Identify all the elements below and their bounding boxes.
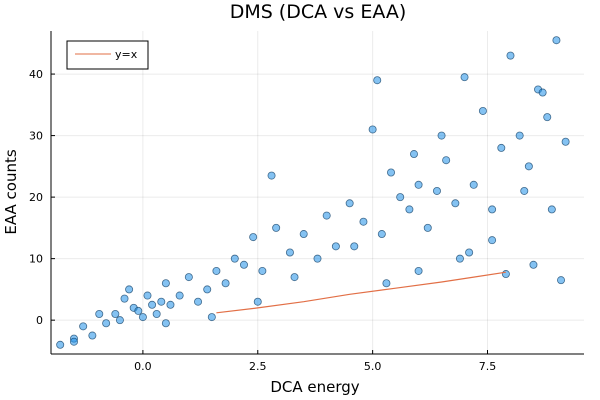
- legend-box: [66, 40, 149, 70]
- scatter-point: [557, 276, 566, 285]
- scatter-point: [290, 273, 299, 282]
- scatter-point: [460, 73, 469, 82]
- scatter-point: [69, 337, 78, 346]
- scatter-point: [249, 233, 258, 242]
- scatter-point: [322, 211, 331, 220]
- scatter-point: [194, 297, 203, 306]
- scatter-point: [345, 199, 354, 208]
- scatter-point: [267, 171, 276, 180]
- scatter-point: [561, 137, 570, 146]
- scatter-point: [478, 106, 487, 115]
- scatter-point: [203, 285, 212, 294]
- y-tick-label: 40: [29, 68, 43, 81]
- scatter-point: [387, 168, 396, 177]
- tick-labels: 0.0 2.5 5.0 7.5 0 10 20 30 40: [29, 68, 496, 373]
- scatter-point: [152, 310, 161, 319]
- scatter-point: [272, 223, 281, 232]
- scatter-point: [175, 291, 184, 300]
- scatter-point: [529, 260, 538, 269]
- scatter-point: [285, 248, 294, 257]
- scatter-point: [497, 143, 506, 152]
- scatter-point: [465, 248, 474, 257]
- scatter-point: [373, 76, 382, 85]
- scatter-point: [161, 279, 170, 288]
- scatter-point: [79, 322, 88, 331]
- scatter-point: [409, 150, 418, 159]
- scatter-point: [501, 270, 510, 279]
- grid: [51, 31, 584, 354]
- scatter-point: [166, 300, 175, 309]
- scatter-point: [95, 310, 104, 319]
- scatter-point: [359, 217, 368, 226]
- scatter-point: [331, 242, 340, 251]
- scatter-point: [506, 51, 515, 60]
- scatter-point: [377, 230, 386, 239]
- scatter-point: [134, 306, 143, 315]
- axes: [50, 31, 584, 355]
- y-tick-label: 0: [36, 314, 43, 327]
- scatter-point: [405, 205, 414, 214]
- scatter-point: [56, 340, 65, 349]
- scatter-point: [102, 319, 111, 328]
- scatter-point: [212, 266, 221, 275]
- scatter-point: [423, 223, 432, 232]
- scatter-point: [442, 156, 451, 165]
- scatter-point: [148, 300, 157, 309]
- scatter-point: [161, 319, 170, 328]
- scatter-point: [138, 313, 147, 322]
- scatter-point: [488, 205, 497, 214]
- scatter-point: [414, 266, 423, 275]
- scatter-point: [258, 266, 267, 275]
- legend-label: y=x: [115, 48, 138, 61]
- scatter-point: [88, 331, 97, 340]
- scatter-point: [115, 316, 124, 325]
- scatter-point: [143, 291, 152, 300]
- scatter-point: [184, 273, 193, 282]
- scatter-point: [414, 180, 423, 189]
- y-axis-label: EAA counts: [2, 149, 20, 235]
- x-tick-label: 5.0: [364, 360, 382, 373]
- x-tick-label: 0.0: [134, 360, 152, 373]
- scatter-points: [56, 36, 570, 349]
- chart-title: DMS (DCA vs EAA): [230, 1, 407, 23]
- legend: y=x: [66, 40, 149, 70]
- scatter-point: [350, 242, 359, 251]
- scatter-point: [207, 313, 216, 322]
- scatter-point: [543, 113, 552, 122]
- y-tick-label: 10: [29, 253, 43, 266]
- scatter-point: [520, 186, 529, 195]
- scatter-point: [488, 236, 497, 245]
- scatter-point: [396, 193, 405, 202]
- x-tick-label: 7.5: [479, 360, 497, 373]
- scatter-point: [157, 297, 166, 306]
- scatter-point: [451, 199, 460, 208]
- scatter-point: [552, 36, 561, 45]
- scatter-point: [111, 310, 120, 319]
- scatter-point: [538, 88, 547, 97]
- scatter-point: [299, 230, 308, 239]
- scatter-point: [382, 279, 391, 288]
- scatter-point: [432, 186, 441, 195]
- reference-line-y-equals-x: [216, 271, 506, 314]
- reference-line-layer: [216, 271, 506, 314]
- scatter-point: [120, 294, 129, 303]
- scatter-point: [230, 254, 239, 263]
- scatter-point: [125, 285, 134, 294]
- scatter-point: [469, 180, 478, 189]
- scatter-point: [253, 297, 262, 306]
- scatter-point: [515, 131, 524, 140]
- scatter-point: [524, 162, 533, 171]
- x-axis-label: DCA energy: [270, 378, 359, 396]
- scatter-point: [368, 125, 377, 134]
- y-tick-label: 20: [29, 191, 43, 204]
- scatter-point: [239, 260, 248, 269]
- x-tick-label: 2.5: [249, 360, 267, 373]
- scatter-point: [455, 254, 464, 263]
- scatter-point: [547, 205, 556, 214]
- y-tick-label: 30: [29, 130, 43, 143]
- scatter-point: [221, 279, 230, 288]
- scatter-point: [437, 131, 446, 140]
- scatter-point: [313, 254, 322, 263]
